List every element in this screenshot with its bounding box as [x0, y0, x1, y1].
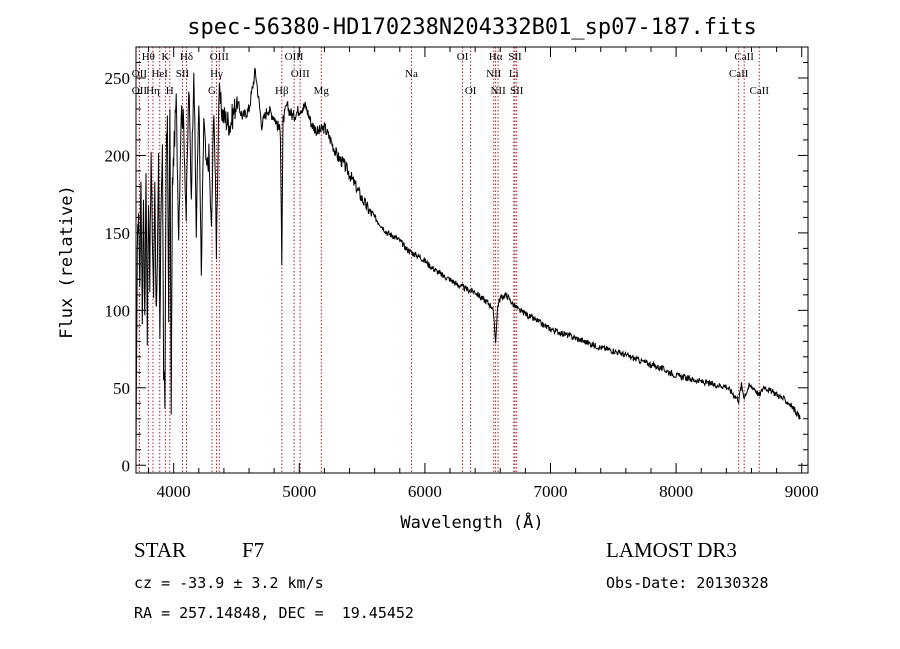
spectrum-series	[135, 67, 801, 455]
spectrum-line	[135, 67, 801, 455]
line-label: Li	[509, 68, 519, 80]
x-tick-label: 8000	[659, 482, 693, 501]
y-axis-label: Flux (relative)	[57, 185, 77, 339]
line-label: CaII	[729, 68, 749, 80]
y-tick-label: 0	[122, 456, 131, 475]
y-tick-label: 250	[105, 69, 131, 88]
line-label: Hδ	[180, 51, 193, 63]
y-tick-label: 200	[105, 146, 131, 165]
y-tick-label: 50	[113, 379, 130, 398]
x-tick-label: 7000	[534, 482, 568, 501]
line-label: OII	[132, 68, 148, 80]
line-label: K	[161, 51, 169, 63]
x-tick-label: 6000	[408, 482, 442, 501]
survey-name: LAMOST DR3	[606, 538, 737, 562]
line-label: Hγ	[210, 68, 223, 80]
y-tick-label: 150	[105, 224, 131, 243]
axis-ticks: 4000 5000 6000 7000 8000 9000 0 50 100 150 200 250	[105, 47, 819, 501]
line-label: Hβ	[275, 85, 289, 97]
line-label: H	[166, 85, 174, 97]
coordinates: RA = 257.14848, DEC = 19.45452	[134, 604, 414, 622]
x-axis-label: Wavelength (Å)	[400, 511, 543, 533]
line-label: OIII	[291, 68, 310, 80]
line-label: OI	[457, 51, 469, 63]
line-label: Hθ	[142, 51, 155, 63]
line-markers	[138, 47, 760, 473]
x-tick-label: 9000	[785, 482, 819, 501]
line-label: OII	[132, 85, 148, 97]
y-tick-label: 100	[105, 301, 131, 320]
line-label: SII	[510, 85, 524, 97]
object-subclass: F7	[242, 538, 265, 562]
line-label: HeI	[151, 68, 168, 80]
plot-frame	[135, 46, 809, 474]
line-label: SII	[176, 68, 190, 80]
line-label: G	[208, 85, 216, 97]
chart-title: spec-56380-HD170238N204332B01_sp07-187.f…	[187, 15, 757, 40]
obs-date: Obs-Date: 20130328	[606, 574, 769, 592]
line-label: Mg	[314, 85, 330, 97]
line-label: NII	[490, 85, 506, 97]
line-label: Na	[405, 68, 418, 80]
object-class: STAR	[134, 538, 186, 562]
line-label: CaII	[734, 51, 754, 63]
line-label: OIII	[210, 51, 229, 63]
x-tick-label: 5000	[282, 482, 316, 501]
x-tick-label: 4000	[157, 482, 191, 501]
line-label: NII	[486, 68, 502, 80]
line-label: Hα	[489, 51, 503, 63]
line-label: OIII	[285, 51, 304, 63]
line-label: SII	[508, 51, 522, 63]
line-label: Hη	[146, 85, 160, 97]
redshift-info: cz = -33.9 ± 3.2 km/s	[134, 574, 324, 592]
line-label: OI	[465, 85, 477, 97]
line-label: CaII	[749, 85, 769, 97]
